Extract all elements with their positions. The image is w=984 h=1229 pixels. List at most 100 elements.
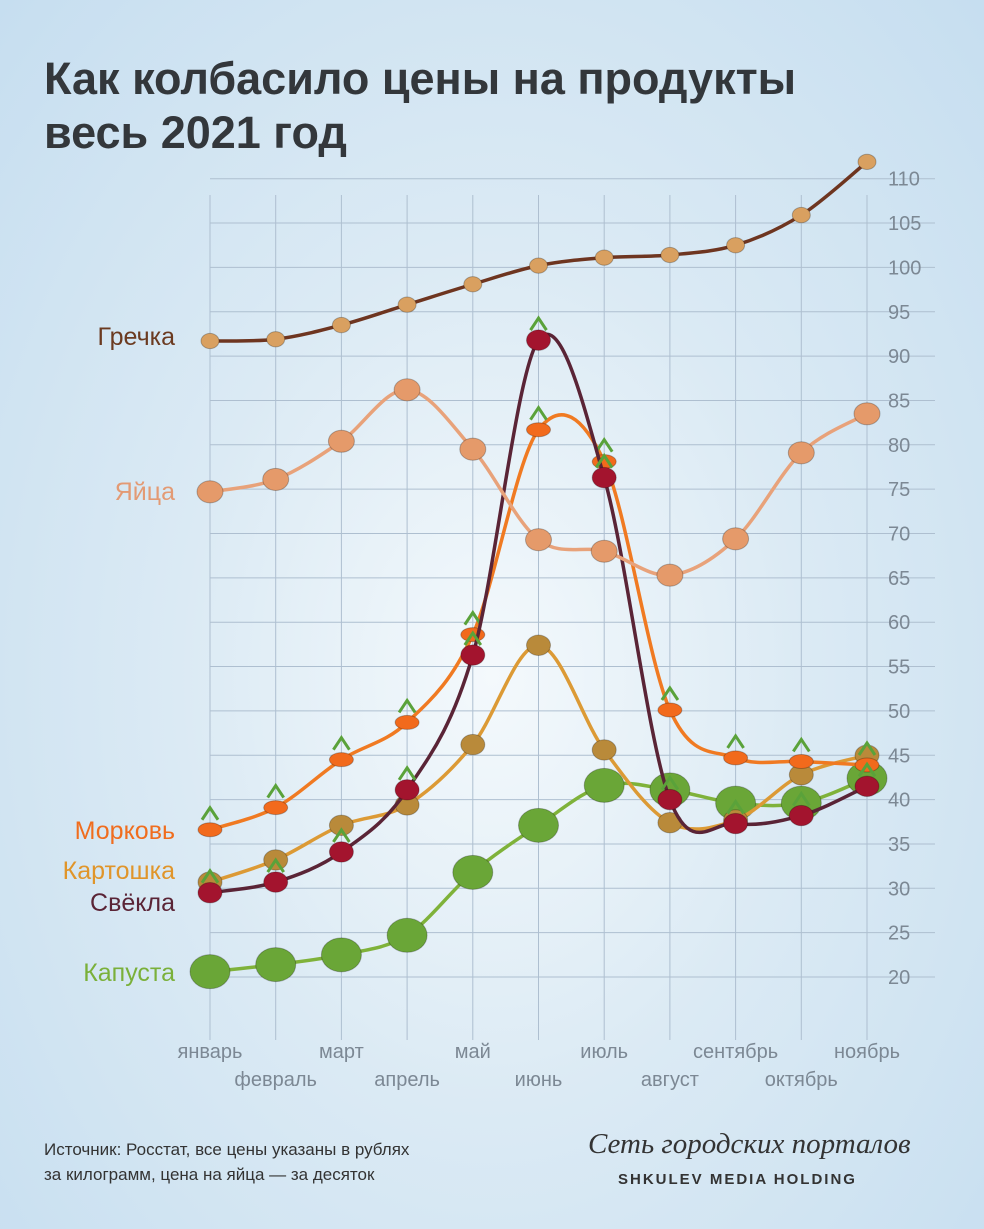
leaf-mark: [857, 740, 877, 756]
grid: [209, 178, 935, 1040]
series-label: Свёкла: [90, 889, 175, 917]
y-tick-label: 20: [888, 967, 910, 989]
data-point: [331, 316, 351, 334]
data-point: [255, 947, 297, 983]
data-point: [263, 800, 289, 816]
data-point: [386, 917, 428, 953]
leaf-mark: [200, 868, 220, 884]
x-tick-label: февраль: [234, 1069, 317, 1091]
y-tick-label: 95: [888, 302, 910, 324]
leaf-mark: [332, 827, 351, 843]
x-tick-label: июль: [580, 1041, 628, 1063]
data-point: [526, 422, 551, 438]
leaf-mark: [594, 436, 614, 453]
series-label: Капуста: [83, 959, 175, 987]
x-tick-label: апрель: [374, 1069, 440, 1091]
series-label: Картошка: [62, 857, 175, 885]
data-point: [656, 563, 684, 587]
data-point: [857, 153, 877, 170]
data-point: [529, 257, 548, 274]
data-point: [657, 788, 683, 811]
leaf-mark: [397, 765, 417, 781]
data-point: [394, 779, 420, 801]
y-tick-label: 105: [888, 213, 921, 235]
data-point: [328, 814, 354, 837]
source-line-1: Источник: Росстат, все цены указаны в ру…: [44, 1140, 410, 1159]
x-tick-label: август: [641, 1069, 699, 1091]
data-point: [397, 296, 417, 313]
title-line-2: весь 2021 год: [44, 107, 347, 158]
data-point: [526, 634, 551, 656]
y-tick-label: 70: [888, 524, 910, 546]
y-tick-label: 30: [888, 878, 910, 900]
y-tick-label: 60: [888, 612, 910, 634]
brand-subtitle: SHKULEV MEDIA HOLDING: [618, 1171, 857, 1188]
data-point: [196, 480, 224, 504]
leaf-mark: [726, 733, 745, 749]
y-tick-label: 50: [888, 701, 910, 723]
leaf-mark: [529, 315, 548, 331]
data-point: [452, 854, 494, 890]
title-line-1: Как колбасило цены на продукты: [44, 53, 797, 104]
data-point: [327, 429, 355, 453]
data-point: [328, 752, 354, 768]
y-tick-label: 110: [888, 169, 920, 191]
data-point: [723, 750, 749, 766]
y-tick-label: 85: [888, 390, 910, 412]
leaf-mark: [266, 857, 285, 873]
x-tick-label: ноябрь: [834, 1041, 900, 1063]
series-2: [197, 405, 880, 838]
leaf-mark: [529, 405, 548, 421]
data-point: [787, 441, 815, 465]
leaf-mark: [266, 782, 285, 799]
y-tick-label: 25: [888, 923, 910, 945]
data-point: [394, 714, 420, 730]
x-tick-label: январь: [178, 1041, 243, 1063]
leaf-mark: [332, 734, 351, 751]
x-tick-label: сентябрь: [693, 1041, 778, 1063]
data-point: [791, 206, 811, 224]
leaf-mark: [463, 630, 483, 646]
x-tick-label: май: [455, 1041, 491, 1063]
data-point: [460, 733, 486, 756]
data-point: [320, 937, 362, 973]
series-label: Яйца: [114, 478, 175, 506]
data-point: [460, 644, 486, 666]
x-tick-label: июнь: [515, 1069, 563, 1091]
brand-logo: Сеть городских порталов: [588, 1128, 911, 1160]
data-point: [660, 246, 680, 264]
data-point: [459, 437, 487, 461]
data-point: [525, 528, 552, 552]
series-label: Гречка: [97, 323, 175, 351]
chart-title: Как колбасило цены на продукты весь 2021…: [44, 52, 796, 160]
data-point: [788, 804, 814, 827]
y-tick-label: 90: [888, 346, 910, 368]
data-point: [189, 954, 231, 990]
leaf-mark: [660, 774, 680, 791]
leaf-mark: [594, 452, 614, 469]
data-point: [722, 527, 750, 551]
data-point: [854, 775, 880, 797]
y-tick-label: 40: [888, 790, 910, 812]
y-tick-label: 35: [888, 834, 910, 856]
data-point: [723, 812, 749, 835]
leaf-mark: [463, 609, 483, 626]
x-tick-label: октябрь: [765, 1069, 838, 1091]
data-point: [590, 539, 618, 563]
data-point: [463, 276, 483, 293]
x-tick-label: март: [319, 1041, 364, 1063]
data-point: [328, 841, 354, 863]
data-point: [591, 466, 617, 489]
leaf-mark: [857, 761, 877, 778]
data-point: [594, 249, 614, 266]
leaf-mark: [726, 798, 745, 815]
leaf-mark: [200, 805, 220, 821]
y-tick-label: 65: [888, 568, 910, 590]
data-point: [591, 739, 617, 761]
y-tick-label: 55: [888, 657, 910, 679]
data-point: [197, 882, 223, 904]
leaf-mark: [792, 790, 811, 807]
data-point: [263, 871, 289, 893]
data-point: [583, 767, 625, 803]
